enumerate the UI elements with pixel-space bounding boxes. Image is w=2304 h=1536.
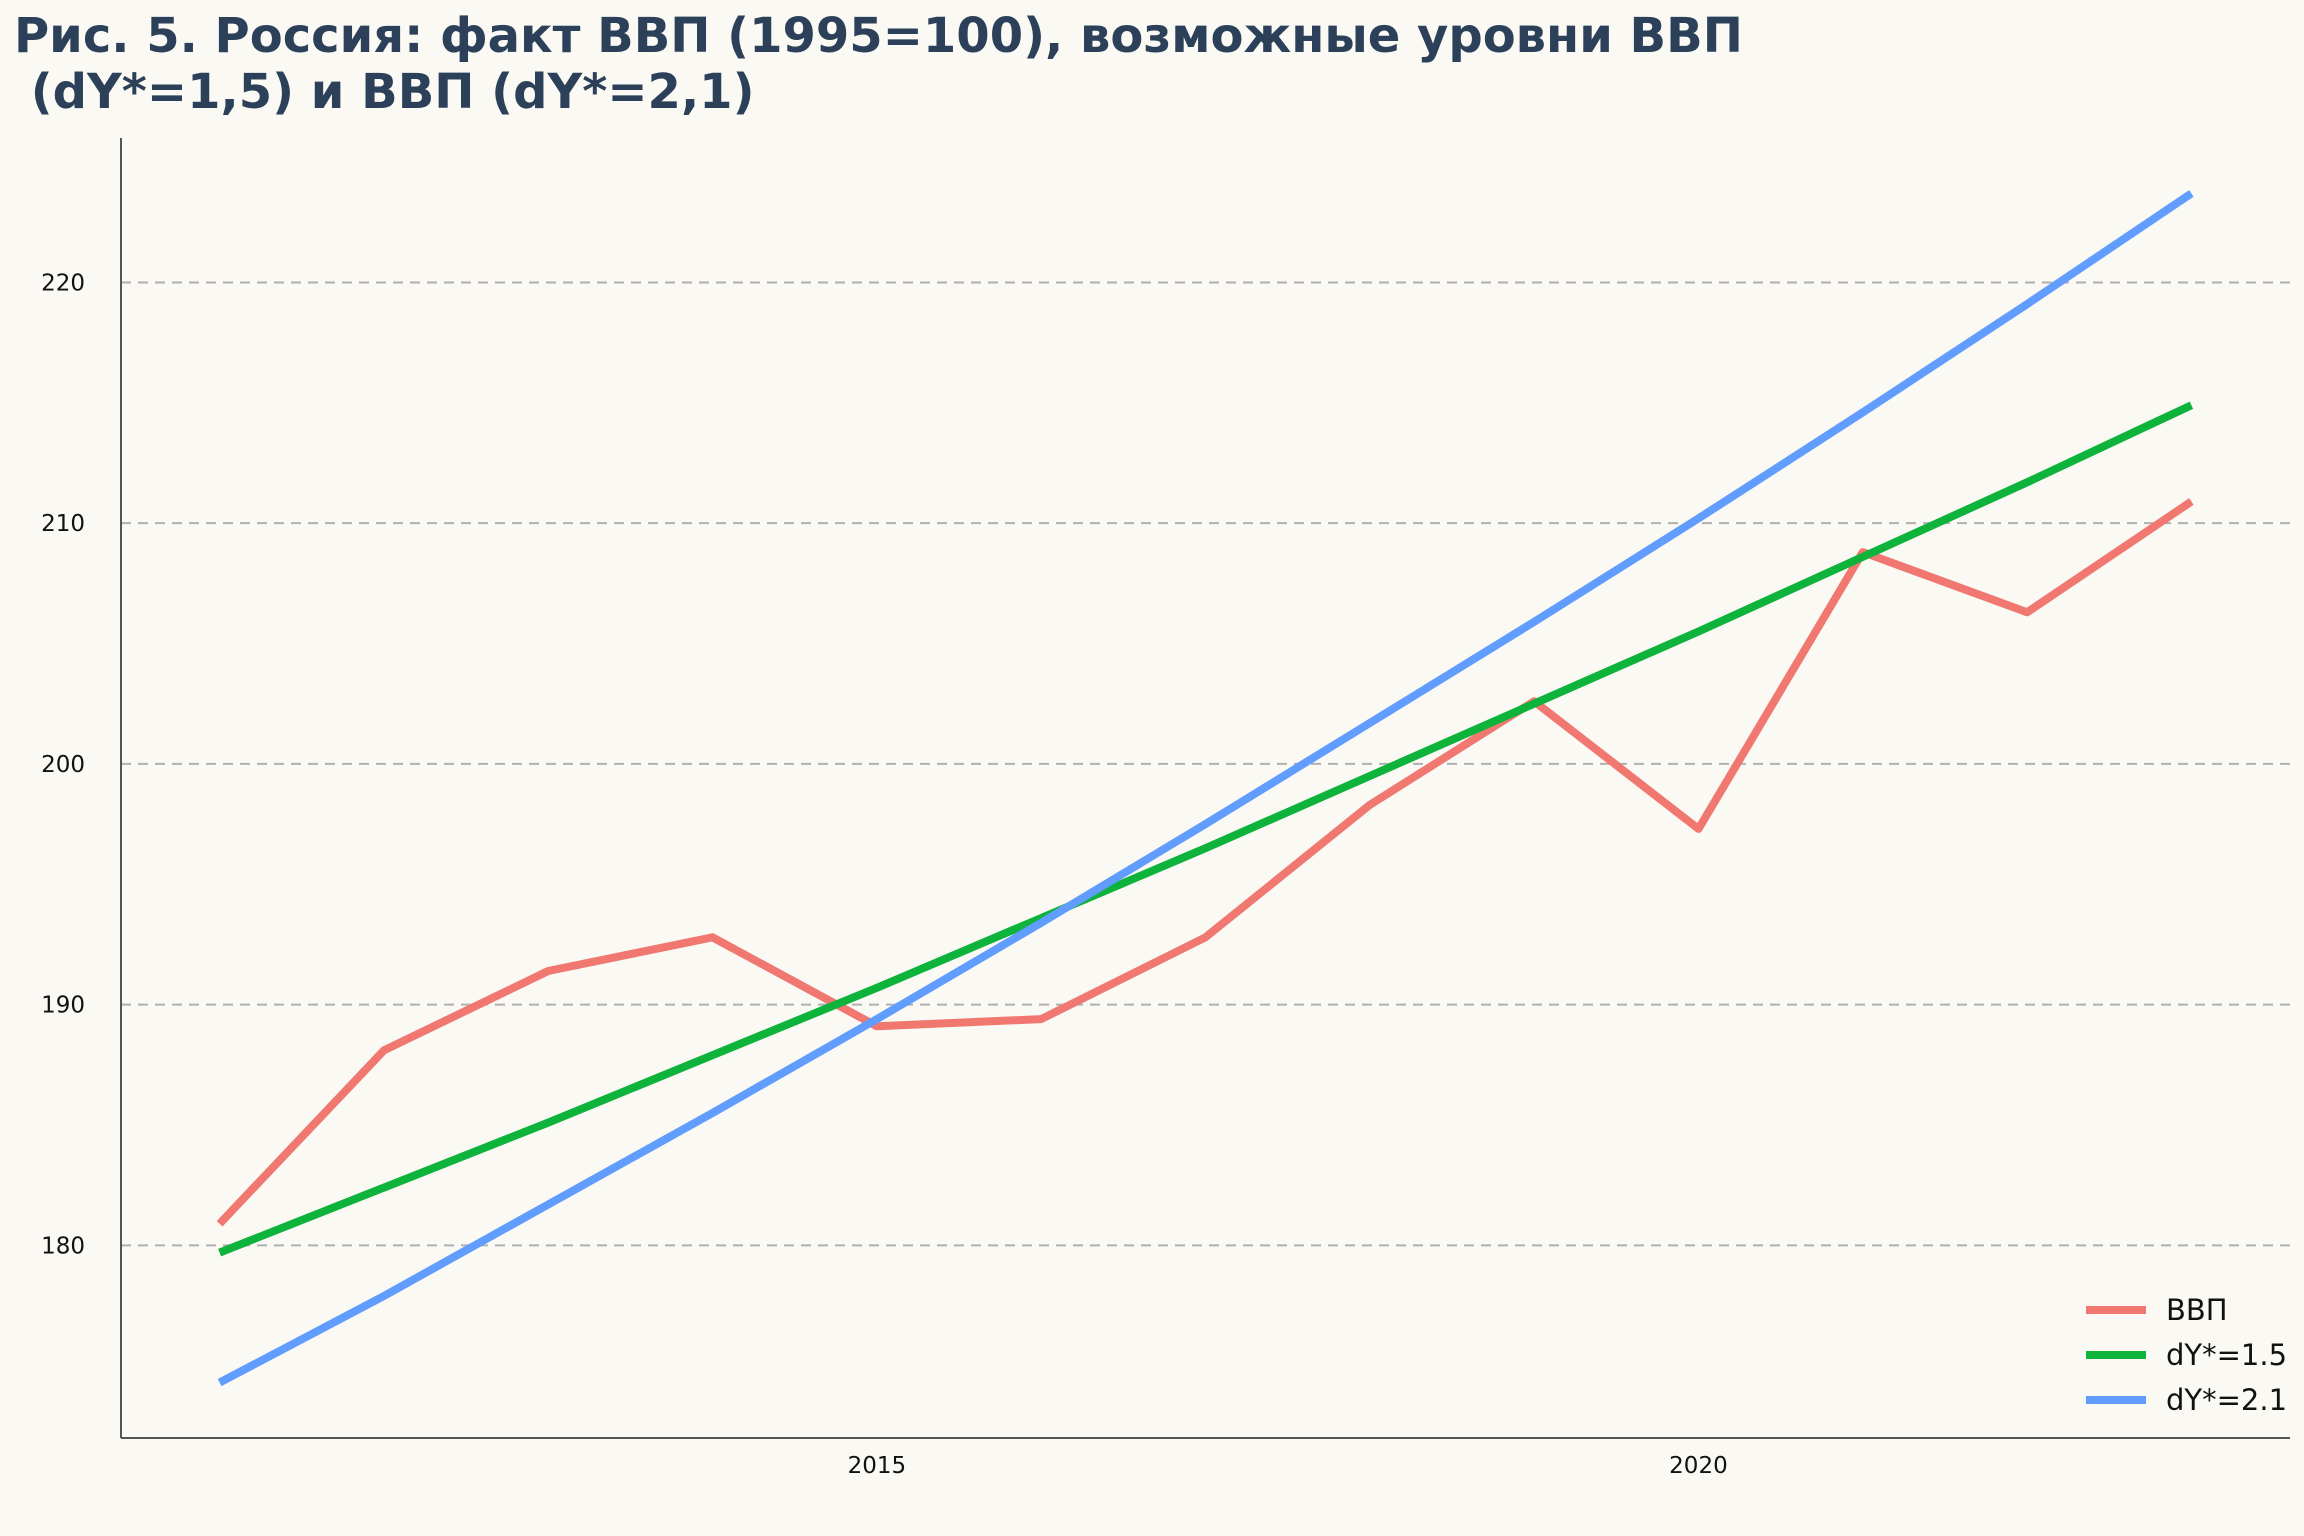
axes — [120, 138, 2290, 1439]
chart-title-line-2: (dY*=1,5) и ВВП (dY*=2,1) — [14, 64, 755, 120]
x-tick-label-2020: 2020 — [1669, 1453, 1728, 1479]
x-tick-label-2015: 2015 — [848, 1453, 907, 1479]
series-line-1 — [218, 401, 2194, 1257]
series-line-0 — [216, 498, 2194, 1227]
grid-lines — [121, 281, 2290, 1247]
x-axis-ticks: 2015 2020 — [848, 1453, 1728, 1479]
chart-title: Рис. 5. Россия: факт ВВП (1995=100), воз… — [14, 8, 1743, 120]
series-line-2 — [217, 190, 2194, 1387]
series-lines — [216, 190, 2194, 1387]
y-tick-label-210: 210 — [41, 511, 85, 537]
y-tick-label-180: 180 — [41, 1233, 85, 1259]
y-tick-label-200: 200 — [41, 752, 85, 778]
legend-label-1: dY*=1.5 — [2166, 1338, 2287, 1372]
legend: ВВП dY*=1.5 dY*=2.1 — [2086, 1293, 2287, 1417]
y-tick-label-220: 220 — [41, 270, 85, 296]
chart-title-line-1: Рис. 5. Россия: факт ВВП (1995=100), воз… — [14, 8, 1743, 64]
y-axis-ticks: 180 190 200 210 220 — [41, 270, 85, 1259]
legend-label-0: ВВП — [2166, 1293, 2228, 1327]
legend-label-2: dY*=2.1 — [2166, 1383, 2287, 1417]
y-tick-label-190: 190 — [41, 993, 85, 1019]
